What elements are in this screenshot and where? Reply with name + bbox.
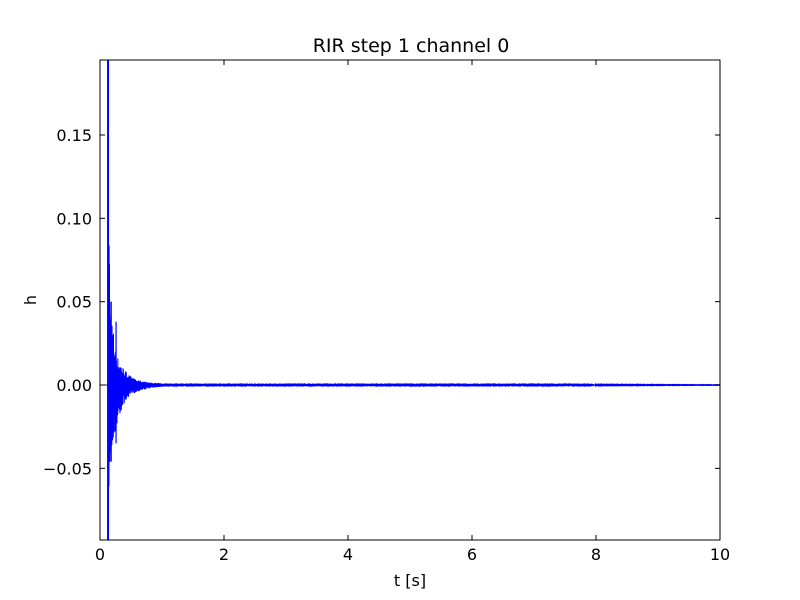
y-axis-label: h [21, 295, 40, 305]
x-tick-label: 6 [467, 545, 477, 564]
x-tick-label: 4 [343, 545, 353, 564]
chart-title: RIR step 1 channel 0 [313, 35, 510, 57]
y-axis: −0.05 0.00 0.05 0.10 0.15 [43, 126, 720, 478]
x-tick-label: 8 [591, 545, 601, 564]
x-tick-label: 0 [95, 545, 105, 564]
y-tick-label: −0.05 [43, 459, 92, 478]
series-line [100, 60, 720, 540]
x-axis: 0 2 4 6 8 10 [95, 60, 730, 564]
y-tick-label: 0.15 [56, 126, 92, 145]
x-tick-label: 10 [710, 545, 730, 564]
x-axis-label: t [s] [394, 571, 426, 590]
signal-trace [100, 114, 720, 487]
y-tick-label: 0.10 [56, 209, 92, 228]
plot-frame [99, 59, 721, 541]
y-tick-label: 0.05 [56, 293, 92, 312]
x-tick-label: 2 [219, 545, 229, 564]
y-tick-label: 0.00 [56, 376, 92, 395]
plot-area [99, 59, 721, 541]
